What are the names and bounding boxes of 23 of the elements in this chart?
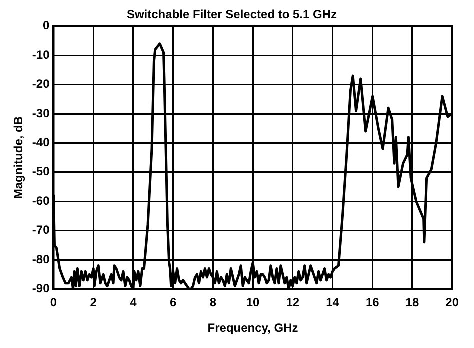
y-tick-label: -90 xyxy=(32,282,50,296)
x-tick-label: 6 xyxy=(170,296,177,310)
x-tick-label: 14 xyxy=(326,296,340,310)
y-axis-title: Magnitude, dB xyxy=(12,116,26,200)
x-tick-label: 12 xyxy=(286,296,300,310)
y-tick-label: -50 xyxy=(32,164,50,179)
y-tick-label: -70 xyxy=(32,223,50,238)
y-tick-label: -80 xyxy=(32,252,50,266)
y-tick-label: -40 xyxy=(32,136,50,150)
x-tick-label: 8 xyxy=(210,296,217,310)
y-tick-label: -60 xyxy=(32,194,50,208)
x-tick-label: 10 xyxy=(246,296,260,310)
y-tick-label: 0 xyxy=(43,18,50,33)
y-tick-label: -10 xyxy=(32,48,50,62)
y-tick-label: -20 xyxy=(32,77,50,92)
x-tick-label: 16 xyxy=(366,296,380,310)
x-axis-title: Frequency, GHz xyxy=(208,321,298,336)
x-tick-label: 18 xyxy=(406,296,420,310)
chart-title: Switchable Filter Selected to 5.1 GHz xyxy=(126,8,338,22)
x-tick-label: 2 xyxy=(90,296,98,310)
y-tick-label: -30 xyxy=(32,106,50,120)
x-tick-label: 20 xyxy=(446,296,460,310)
x-tick-label: 4 xyxy=(130,296,138,310)
